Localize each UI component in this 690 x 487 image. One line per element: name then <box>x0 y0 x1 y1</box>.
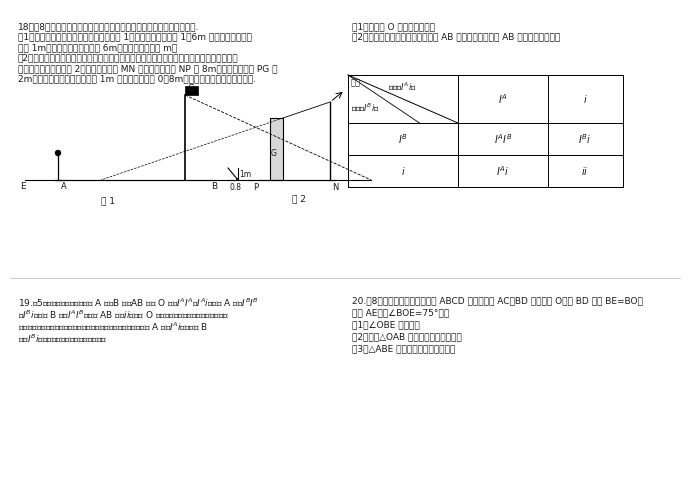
Text: 19.（5分）人的血型，常可分为 A 型、B 型、AB 型和 O 型，$I^AI^A$和$I^Ai$表现为 A 型；$I^BI^B$: 19.（5分）人的血型，常可分为 A 型、B 型、AB 型和 O 型，$I^AI… <box>18 296 259 308</box>
Text: $I^B$: $I^B$ <box>398 132 408 146</box>
Text: 1m: 1m <box>239 170 251 179</box>
Text: （2）说明△OAB 的等边三角形的理由；: （2）说明△OAB 的等边三角形的理由； <box>352 332 462 341</box>
Text: B: B <box>211 182 217 191</box>
Text: $I^A$: $I^A$ <box>498 92 508 106</box>
Bar <box>270 118 283 180</box>
Text: $ii$: $ii$ <box>581 165 589 177</box>
Text: 母亲（$I^Bi$）: 母亲（$I^Bi$） <box>351 101 380 113</box>
Text: 影长 1m，同时测得旗杆的影长 6m，请问旗杆是多少 m？: 影长 1m，同时测得旗杆的影长 6m，请问旗杆是多少 m？ <box>18 43 177 52</box>
Text: 图 1: 图 1 <box>101 196 115 205</box>
Text: 子女: 子女 <box>351 78 361 87</box>
Text: 型（$I^Bi$）母亲生下的子女血型基因图表。: 型（$I^Bi$）母亲生下的子女血型基因图表。 <box>18 332 108 344</box>
Text: （2）小丽测量另一个旗杆时，由于旗杆靠近一个建筑物，在某一时刻旗杆影子中的一部分映: （2）小丽测量另一个旗杆时，由于旗杆靠近一个建筑物，在某一时刻旗杆影子中的一部分… <box>18 54 239 62</box>
Text: N: N <box>332 183 338 192</box>
Text: （3）△ABE 是什么三角形？为什么？: （3）△ABE 是什么三角形？为什么？ <box>352 344 455 353</box>
Text: 18．（8分）小明和小丽所在的学习小组在课后利用影长测量旗杆的高度.: 18．（8分）小明和小丽所在的学习小组在课后利用影长测量旗杆的高度. <box>18 22 199 31</box>
Text: 2m，同时又测得竖立于地面的 1m 长的标杆影长为 0．8m，请帮助小丽求出旗杆的高度.: 2m，同时又测得竖立于地面的 1m 长的标杆影长为 0．8m，请帮助小丽求出旗杆… <box>18 75 256 83</box>
Text: G: G <box>271 149 277 158</box>
Text: （1）求表中 O 型子女的概率；: （1）求表中 O 型子女的概率； <box>352 22 435 31</box>
Text: 父亲（$I^Ai$）: 父亲（$I^Ai$） <box>388 80 417 92</box>
Text: $I^Bi$: $I^Bi$ <box>578 132 591 146</box>
Text: $I^Ai$: $I^Ai$ <box>496 164 510 178</box>
Text: P: P <box>253 183 258 192</box>
Text: $I^AI^B$: $I^AI^B$ <box>494 132 512 146</box>
Text: A: A <box>61 182 67 191</box>
Text: （1）∠OBE 的度数；: （1）∠OBE 的度数； <box>352 320 420 329</box>
Circle shape <box>55 150 61 155</box>
Text: （2）请仿照列表法分析，父母都是 AB 型，生下子女也是 AB 型的概率是多少？: （2）请仿照列表法分析，父母都是 AB 型，生下子女也是 AB 型的概率是多少？ <box>352 33 560 41</box>
Text: 带的一对基因中的一个遗传给子女，且是等可能的。例如，下表为 A 型（$I^Ai$）父亲和 B: 带的一对基因中的一个遗传给子女，且是等可能的。例如，下表为 A 型（$I^Ai$… <box>18 320 208 332</box>
Text: $i$: $i$ <box>582 93 587 105</box>
Text: C: C <box>187 84 193 93</box>
Text: 图 2: 图 2 <box>292 194 306 203</box>
Text: 20.（8分）已知，如图，在矩形 ABCD 中，对角线 AC、BD 相交于点 O，在 BD 上取 BE=BO，: 20.（8分）已知，如图，在矩形 ABCD 中，对角线 AC、BD 相交于点 O… <box>352 296 643 305</box>
Text: 和$I^Bi$表现为 B 型；$I^AI^B$表现为 AB 型；$ii$表现为 O 型，在遗传时，父母分别将相同所携: 和$I^Bi$表现为 B 型；$I^AI^B$表现为 AB 型；$ii$表现为 … <box>18 308 229 320</box>
Text: （1）小明利用自己的身高进行测量，如图 1，在某一时刻，身高 1．6m 的小明被同学测得: （1）小明利用自己的身高进行测量，如图 1，在某一时刻，身高 1．6m 的小明被… <box>18 33 252 41</box>
Bar <box>185 86 198 95</box>
Text: $i$: $i$ <box>401 165 405 177</box>
Text: 在建筑物的墙上，如图 2，小丽测得旗杆 MN 在地面上的影长 NP 为 8m，在墙上的影长 PG 为: 在建筑物的墙上，如图 2，小丽测得旗杆 MN 在地面上的影长 NP 为 8m，在… <box>18 64 277 73</box>
Text: 连接 AE，若∠BOE=75°，求: 连接 AE，若∠BOE=75°，求 <box>352 308 449 317</box>
Text: 0.8: 0.8 <box>229 183 241 192</box>
Text: E: E <box>20 182 26 191</box>
